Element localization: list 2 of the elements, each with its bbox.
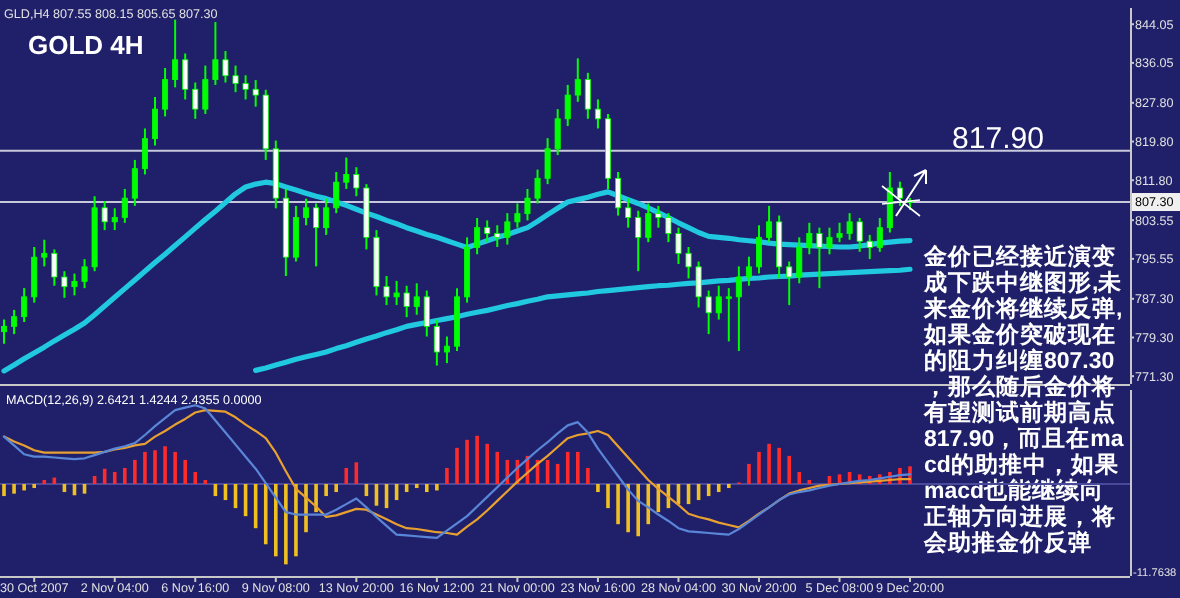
annotation: 817.90 (952, 122, 1044, 156)
title: GOLD 4H (28, 30, 144, 60)
